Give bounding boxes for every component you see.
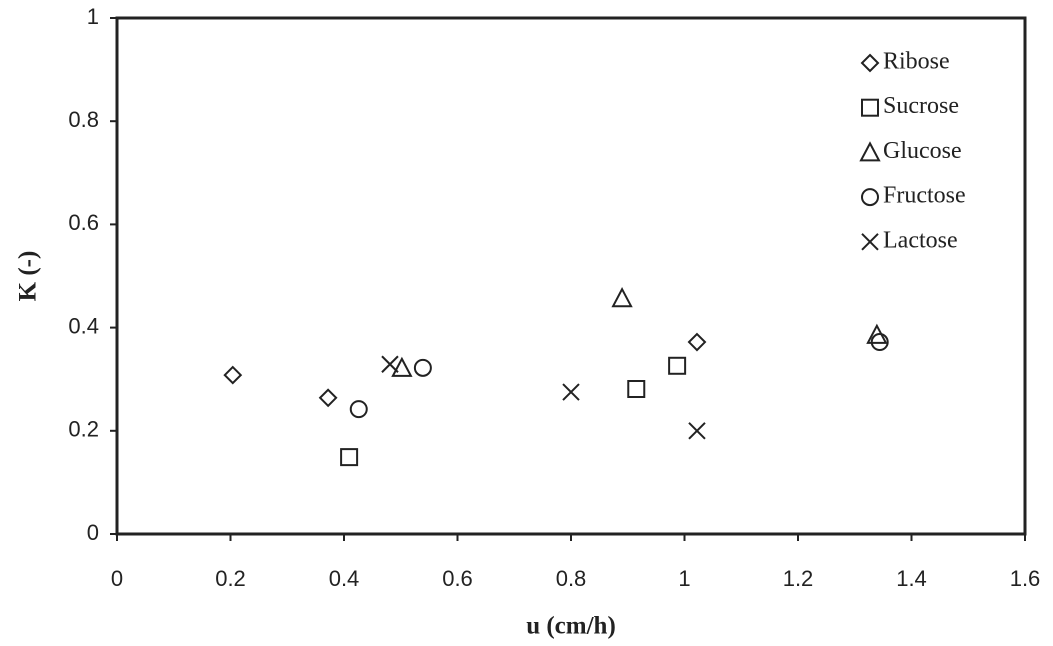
legend-label: Fructose [883, 183, 966, 209]
scatter-point [349, 400, 368, 419]
scatter-point [413, 358, 432, 377]
scatter-point [223, 365, 243, 385]
scatter-point [611, 287, 633, 308]
x-tick-label: 0 [111, 566, 123, 591]
legend-marker [860, 53, 880, 73]
y-tick-label: 1 [87, 4, 99, 29]
y-tick-label: 0.4 [68, 313, 99, 338]
x-tick-label: 0.6 [442, 566, 473, 591]
legend-marker [861, 98, 879, 117]
x-tick-label: 0.8 [556, 566, 587, 591]
scatter-point [627, 380, 646, 399]
x-tick-label: 1.6 [1010, 566, 1041, 591]
x-tick-label: 1.2 [783, 566, 814, 591]
legend-marker [861, 233, 879, 251]
scatter-point [318, 388, 338, 408]
legend-label: Ribose [883, 49, 950, 75]
y-axis-title: K (-) [15, 251, 42, 302]
x-tick-label: 0.4 [329, 566, 360, 591]
scatter-point [870, 333, 889, 352]
y-tick-label: 0.8 [68, 107, 99, 132]
x-tick-label: 0.2 [215, 566, 246, 591]
scatter-point [562, 383, 580, 401]
legend-label: Lactose [883, 227, 958, 253]
legend-label: Sucrose [883, 93, 959, 119]
scatter-point [391, 356, 413, 377]
scatter-point [687, 332, 707, 352]
legend-marker [859, 141, 881, 162]
legend-label: Glucose [883, 138, 962, 164]
y-tick-label: 0.2 [68, 417, 99, 442]
x-tick-label: 1.4 [896, 566, 927, 591]
scatter-point [340, 448, 359, 467]
legend-marker [861, 188, 879, 207]
x-tick-label: 1 [678, 566, 690, 591]
scatter-point [688, 422, 706, 440]
scatter-point [668, 356, 687, 375]
x-axis-title: u (cm/h) [526, 613, 616, 640]
y-tick-label: 0 [87, 520, 99, 545]
y-tick-label: 0.6 [68, 210, 99, 235]
scatter-point [381, 355, 399, 373]
